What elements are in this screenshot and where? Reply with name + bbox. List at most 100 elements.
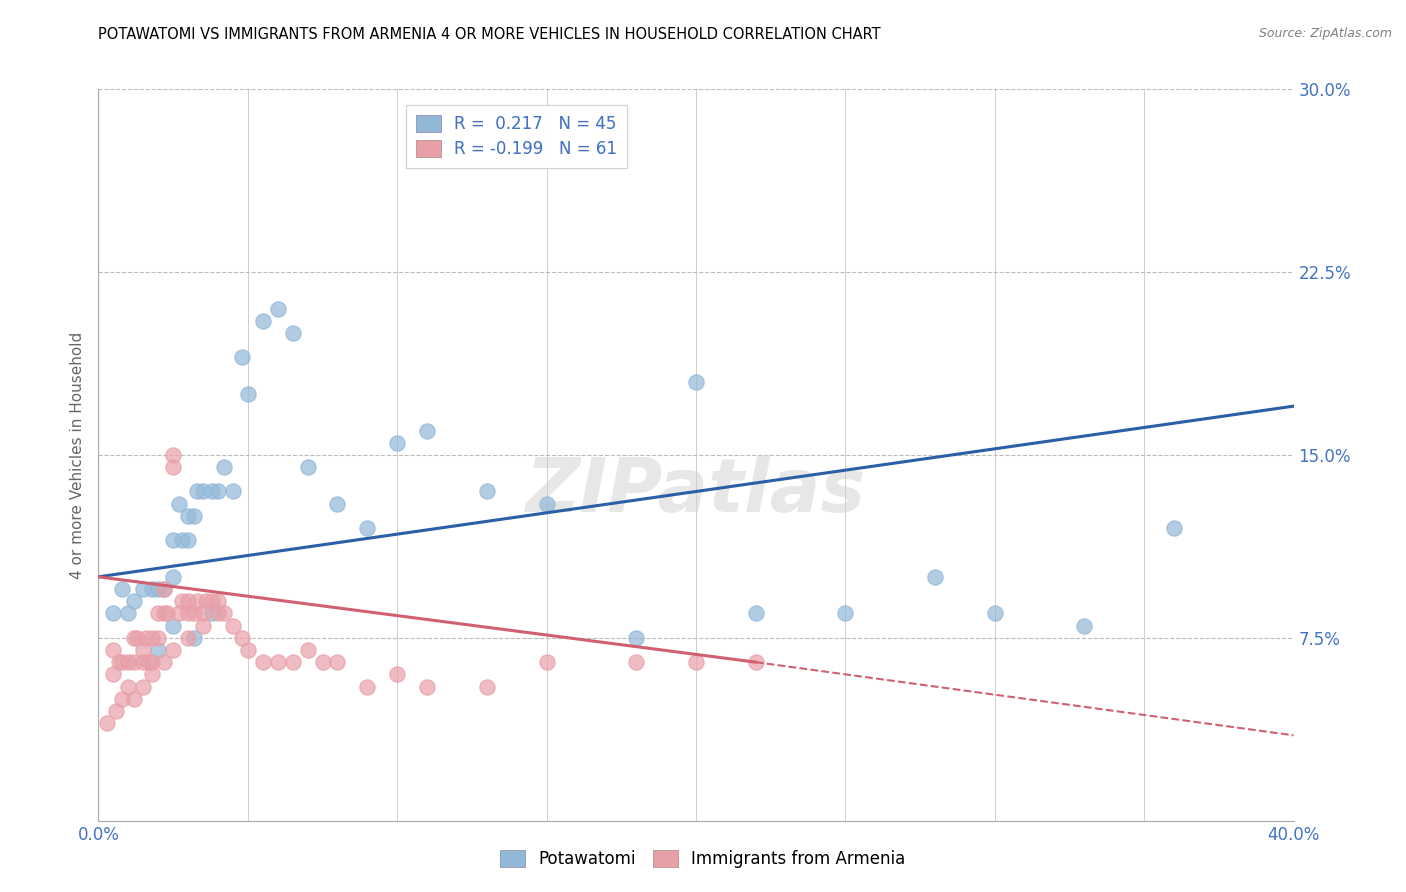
Point bbox=[207, 594, 229, 608]
Legend: R =  0.217   N = 45, R = -0.199   N = 61: R = 0.217 N = 45, R = -0.199 N = 61 bbox=[406, 105, 627, 168]
Point bbox=[624, 631, 647, 645]
Text: Source: ZipAtlas.com: Source: ZipAtlas.com bbox=[1258, 27, 1392, 40]
Point bbox=[108, 655, 131, 669]
Point bbox=[148, 607, 170, 621]
Text: POTAWATOMI VS IMMIGRANTS FROM ARMENIA 4 OR MORE VEHICLES IN HOUSEHOLD CORRELATIO: POTAWATOMI VS IMMIGRANTS FROM ARMENIA 4 … bbox=[98, 27, 882, 42]
Point bbox=[311, 655, 333, 669]
Point bbox=[191, 618, 214, 632]
Point bbox=[834, 607, 856, 621]
Point bbox=[236, 387, 259, 401]
Point bbox=[124, 655, 146, 669]
Point bbox=[162, 460, 184, 475]
Point bbox=[536, 655, 558, 669]
Point bbox=[177, 533, 200, 548]
Point bbox=[153, 582, 176, 596]
Point bbox=[153, 655, 176, 669]
Point bbox=[186, 484, 208, 499]
Point bbox=[475, 680, 498, 694]
Point bbox=[105, 704, 128, 718]
Point bbox=[124, 594, 146, 608]
Point bbox=[252, 314, 274, 328]
Point bbox=[124, 631, 146, 645]
Point bbox=[167, 607, 190, 621]
Point bbox=[194, 594, 218, 608]
Point bbox=[183, 508, 205, 523]
Point bbox=[475, 484, 498, 499]
Point bbox=[177, 607, 200, 621]
Legend: Potawatomi, Immigrants from Armenia: Potawatomi, Immigrants from Armenia bbox=[494, 843, 912, 875]
Point bbox=[141, 631, 163, 645]
Y-axis label: 4 or more Vehicles in Household: 4 or more Vehicles in Household bbox=[69, 331, 84, 579]
Point bbox=[297, 643, 319, 657]
Point bbox=[267, 301, 290, 316]
Point bbox=[186, 594, 208, 608]
Point bbox=[162, 533, 184, 548]
Point bbox=[536, 497, 558, 511]
Point bbox=[135, 631, 157, 645]
Point bbox=[191, 607, 214, 621]
Point bbox=[111, 582, 134, 596]
Point bbox=[281, 655, 304, 669]
Point bbox=[96, 716, 118, 731]
Point bbox=[162, 643, 184, 657]
Point bbox=[1163, 521, 1185, 535]
Point bbox=[207, 484, 229, 499]
Point bbox=[416, 424, 439, 438]
Point bbox=[177, 508, 200, 523]
Point bbox=[148, 643, 170, 657]
Point bbox=[138, 655, 160, 669]
Point bbox=[127, 631, 149, 645]
Point bbox=[685, 655, 707, 669]
Point bbox=[103, 607, 125, 621]
Point bbox=[416, 680, 439, 694]
Point bbox=[326, 497, 349, 511]
Point bbox=[297, 460, 319, 475]
Point bbox=[385, 435, 409, 450]
Point bbox=[141, 655, 163, 669]
Point bbox=[207, 607, 229, 621]
Point bbox=[141, 582, 163, 596]
Point bbox=[222, 484, 245, 499]
Point bbox=[111, 691, 134, 706]
Point bbox=[132, 655, 155, 669]
Point bbox=[148, 582, 170, 596]
Point bbox=[924, 570, 946, 584]
Point bbox=[191, 484, 214, 499]
Point bbox=[201, 484, 224, 499]
Point bbox=[153, 607, 176, 621]
Point bbox=[252, 655, 274, 669]
Point bbox=[132, 680, 155, 694]
Point bbox=[231, 351, 253, 365]
Point bbox=[177, 594, 200, 608]
Point bbox=[231, 631, 253, 645]
Point bbox=[103, 643, 125, 657]
Point bbox=[177, 631, 200, 645]
Point bbox=[148, 631, 170, 645]
Point bbox=[162, 448, 184, 462]
Point bbox=[172, 533, 194, 548]
Point bbox=[124, 691, 146, 706]
Point bbox=[685, 375, 707, 389]
Point bbox=[236, 643, 259, 657]
Point bbox=[267, 655, 290, 669]
Point bbox=[132, 643, 155, 657]
Point bbox=[745, 655, 768, 669]
Point bbox=[1073, 618, 1095, 632]
Point bbox=[117, 607, 139, 621]
Point bbox=[212, 607, 235, 621]
Point bbox=[167, 497, 190, 511]
Point bbox=[624, 655, 647, 669]
Point bbox=[117, 680, 139, 694]
Point bbox=[201, 607, 224, 621]
Point bbox=[153, 582, 176, 596]
Point bbox=[111, 655, 134, 669]
Point bbox=[356, 680, 378, 694]
Point bbox=[132, 582, 155, 596]
Point bbox=[156, 607, 179, 621]
Text: ZIPatlas: ZIPatlas bbox=[526, 455, 866, 528]
Point bbox=[117, 655, 139, 669]
Point bbox=[983, 607, 1005, 621]
Point bbox=[162, 618, 184, 632]
Point bbox=[326, 655, 349, 669]
Point bbox=[745, 607, 768, 621]
